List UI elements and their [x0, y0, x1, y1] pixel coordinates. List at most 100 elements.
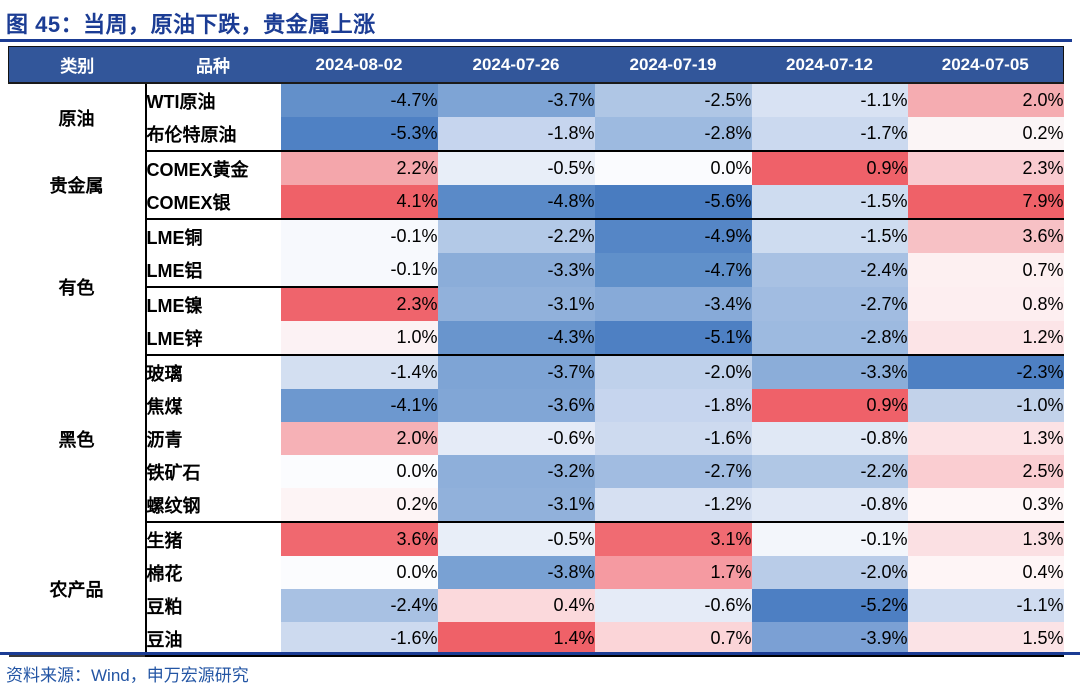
commodity-name-cell: 焦煤: [145, 389, 281, 422]
value-cell: -2.4%: [751, 253, 908, 287]
commodity-name-cell: 生猪: [145, 522, 281, 556]
value-cell: -4.7%: [280, 83, 438, 117]
value-cell: -3.3%: [751, 355, 908, 389]
category-cell: 有色: [8, 219, 147, 355]
commodity-name-cell: 沥青: [145, 422, 281, 455]
value-cell: -3.9%: [751, 622, 908, 657]
column-header-date: 2024-07-26: [437, 46, 595, 84]
column-header-date: 2024-08-02: [280, 46, 438, 84]
footer-divider: [0, 652, 1080, 655]
value-cell: -3.1%: [437, 488, 595, 523]
value-cell: 2.0%: [907, 83, 1064, 117]
value-cell: -1.8%: [594, 389, 752, 422]
value-cell: -5.2%: [751, 589, 908, 622]
value-cell: 1.4%: [437, 622, 595, 657]
commodity-name-cell: 豆油: [145, 622, 281, 657]
value-cell: 0.4%: [907, 556, 1064, 589]
table-row: 焦煤 -4.1% -3.6% -1.8% 0.9% -1.0%: [9, 389, 1064, 422]
commodity-name-cell: COMEX黄金: [145, 151, 281, 185]
title-underline: [0, 39, 1072, 42]
value-cell: -2.5%: [594, 83, 752, 117]
category-cell: 贵金属: [8, 151, 147, 219]
figure-title: 图 45：当周，原油下跌，贵金属上涨: [6, 12, 376, 37]
value-cell: -3.2%: [437, 455, 595, 488]
table-row: LME镍 2.3% -3.1% -3.4% -2.7% 0.8%: [9, 286, 1064, 321]
value-cell: -2.4%: [280, 589, 438, 622]
value-cell: 0.0%: [280, 455, 438, 488]
value-cell: 1.7%: [594, 556, 752, 589]
value-cell: -0.5%: [437, 151, 595, 185]
table-row: 螺纹钢 0.2% -3.1% -1.2% -0.8% 0.3%: [9, 488, 1064, 523]
column-header-date: 2024-07-05: [907, 46, 1064, 84]
commodity-name-cell: 铁矿石: [145, 455, 281, 488]
value-cell: -1.5%: [751, 185, 908, 220]
table-row: 有色 LME铜 -0.1% -2.2% -4.9% -1.5% 3.6%: [8, 219, 1064, 355]
value-cell: -2.2%: [751, 455, 908, 488]
value-cell: 1.2%: [907, 321, 1064, 356]
table-row: LME锌 1.0% -4.3% -5.1% -2.8% 1.2%: [9, 321, 1064, 356]
table-row: 铁矿石 0.0% -3.2% -2.7% -2.2% 2.5%: [9, 455, 1064, 488]
value-cell: 0.7%: [907, 253, 1064, 287]
value-cell: 2.3%: [907, 151, 1064, 185]
value-cell: 0.2%: [280, 488, 438, 523]
value-cell: -0.6%: [437, 422, 595, 455]
value-cell: 3.6%: [907, 219, 1064, 253]
commodity-name-cell: LME铝: [145, 253, 281, 287]
table-row: 布伦特原油 -5.3% -1.8% -2.8% -1.7% 0.2%: [9, 117, 1064, 152]
table-header: 类别 品种 2024-08-02 2024-07-26 2024-07-19 2024-0…: [8, 46, 1064, 84]
value-cell: -1.8%: [437, 117, 595, 152]
commodity-name-cell: WTI原油: [145, 83, 281, 117]
header-row: 类别 品种 2024-08-02 2024-07-26 2024-07-19 2024-0…: [8, 46, 1064, 84]
value-cell: -5.1%: [594, 321, 752, 356]
table-row: 豆粕 -2.4% 0.4% -0.6% -5.2% -1.1%: [9, 589, 1064, 622]
value-cell: 2.0%: [280, 422, 438, 455]
value-cell: -2.8%: [751, 321, 908, 356]
value-cell: 0.4%: [437, 589, 595, 622]
value-cell: -0.8%: [751, 422, 908, 455]
value-cell: -2.0%: [594, 355, 752, 389]
value-cell: -2.7%: [594, 455, 752, 488]
value-cell: 1.3%: [907, 522, 1064, 556]
value-cell: 1.0%: [280, 321, 438, 356]
value-cell: -3.7%: [437, 83, 595, 117]
table-row: COMEX银 4.1% -4.8% -5.6% -1.5% 7.9%: [9, 185, 1064, 220]
column-header-date: 2024-07-12: [751, 46, 908, 84]
value-cell: -5.6%: [594, 185, 752, 220]
table-row: 沥青 2.0% -0.6% -1.6% -0.8% 1.3%: [9, 422, 1064, 455]
value-cell: 7.9%: [907, 185, 1064, 220]
commodity-name-cell: 布伦特原油: [145, 117, 281, 152]
category-cell: 原油: [8, 83, 147, 151]
value-cell: 1.5%: [907, 622, 1064, 657]
table-row: 黑色 玻璃 -1.4% -3.7% -2.0% -3.3% -2.3%: [8, 355, 1064, 522]
value-cell: -2.2%: [437, 219, 595, 253]
value-cell: 2.2%: [280, 151, 438, 185]
value-cell: 0.0%: [594, 151, 752, 185]
value-cell: -3.6%: [437, 389, 595, 422]
value-cell: -2.7%: [751, 287, 908, 321]
value-cell: -2.0%: [751, 556, 908, 589]
value-cell: -2.3%: [907, 355, 1064, 389]
commodity-name-cell: COMEX银: [145, 185, 281, 220]
table-row: 农产品 生猪 3.6% -0.5% 3.1% -0.1% 1.3%: [8, 522, 1064, 656]
value-cell: 0.9%: [751, 151, 908, 185]
value-cell: -3.1%: [437, 287, 595, 321]
value-cell: -3.8%: [437, 556, 595, 589]
table-row: 贵金属 COMEX黄金 2.2% -0.5% 0.0% 0.9% 2.3%: [8, 151, 1064, 219]
value-cell: -1.6%: [280, 622, 438, 657]
table-row: LME铝 -0.1% -3.3% -4.7% -2.4% 0.7%: [9, 253, 1064, 287]
value-cell: -1.5%: [751, 219, 908, 253]
value-cell: -1.4%: [280, 355, 438, 389]
category-cell: 农产品: [8, 522, 147, 656]
column-header-category: 类别: [8, 46, 146, 84]
value-cell: -1.1%: [907, 589, 1064, 622]
value-cell: -0.5%: [437, 522, 595, 556]
value-cell: -3.3%: [437, 253, 595, 287]
column-header-variety: 品种: [145, 46, 281, 84]
value-cell: 3.6%: [280, 522, 438, 556]
value-cell: -0.1%: [280, 253, 438, 287]
commodity-name-cell: LME镍: [145, 286, 281, 321]
value-cell: -1.1%: [751, 83, 908, 117]
value-cell: -0.8%: [751, 488, 908, 523]
commodity-name-cell: 豆粕: [145, 589, 281, 622]
